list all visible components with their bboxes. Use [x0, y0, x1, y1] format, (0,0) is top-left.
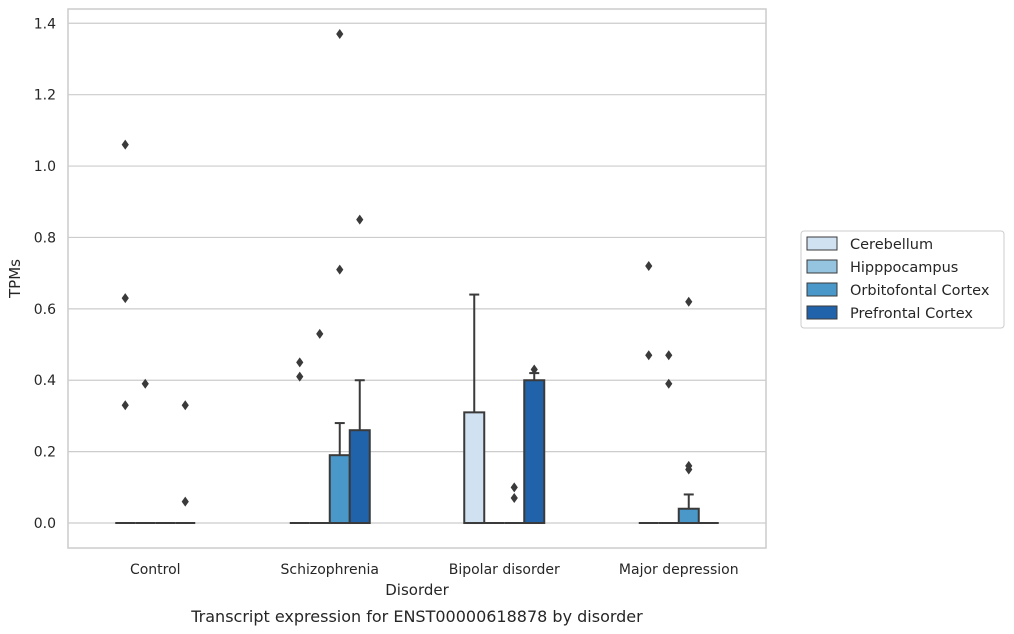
y-tick-label: 0.8	[34, 230, 56, 246]
outlier-point	[530, 364, 538, 375]
legend-swatch	[806, 305, 838, 320]
legend: Cerebellum Hipppocampus Orbitofontal Corte…	[800, 230, 1005, 329]
box	[463, 411, 486, 525]
outlier-point	[645, 261, 653, 272]
x-tick-label: Schizophrenia	[281, 562, 379, 578]
legend-frame	[800, 230, 1005, 329]
grid-lines	[68, 22, 766, 524]
box-group	[348, 214, 371, 525]
box-group	[463, 293, 486, 525]
y-axis-ticks: 0.0 0.2 0.4 0.6 0.8 1.0 1.2 1.4	[34, 16, 56, 532]
outlier-point	[665, 350, 673, 361]
chart-caption: Transcript expression for ENST0000061887…	[190, 607, 643, 626]
legend-swatch	[806, 259, 838, 274]
outlier-point	[510, 493, 518, 504]
legend-label: Prefrontal Cortex	[850, 306, 973, 322]
x-tick-label: Bipolar disorder	[449, 562, 560, 578]
legend-swatch	[806, 282, 838, 297]
y-axis-title: TPMs	[6, 259, 24, 299]
box-group	[638, 261, 659, 525]
outlier-point	[316, 328, 324, 339]
y-tick-label: 0.2	[34, 445, 56, 461]
outlier-point	[336, 28, 344, 39]
box-group	[289, 357, 310, 525]
x-tick-label: Major depression	[619, 562, 739, 578]
box	[677, 507, 700, 525]
outlier-point	[296, 371, 304, 382]
box-group	[135, 378, 156, 525]
box-group	[658, 350, 679, 525]
outlier-point	[181, 496, 189, 507]
y-tick-label: 1.2	[34, 88, 56, 104]
x-axis-title: Disorder	[385, 581, 449, 599]
outlier-point	[645, 350, 653, 361]
legend-label: Cerebellum	[850, 237, 933, 253]
outlier-point	[510, 482, 518, 493]
outlier-point	[356, 214, 364, 225]
outlier-point	[121, 400, 129, 411]
outlier-point	[121, 293, 129, 304]
box-group	[115, 139, 136, 525]
box	[348, 429, 371, 525]
y-tick-label: 0.6	[34, 302, 56, 318]
box-group	[504, 482, 525, 525]
outlier-point	[685, 464, 693, 475]
outlier-point	[296, 357, 304, 368]
legend-label: Orbitofontal Cortex	[850, 283, 990, 299]
y-tick-label: 0.4	[34, 373, 56, 389]
box-group	[328, 28, 351, 525]
legend-swatch	[806, 236, 838, 251]
outlier-point	[121, 139, 129, 150]
box-group	[677, 296, 700, 525]
outlier-point	[665, 378, 673, 389]
outlier-point	[141, 378, 149, 389]
box	[328, 454, 351, 525]
outlier-point	[181, 400, 189, 411]
legend-label: Hipppocampus	[850, 260, 958, 276]
box	[523, 379, 546, 525]
y-tick-label: 1.0	[34, 159, 56, 175]
box-series	[115, 28, 719, 525]
y-tick-label: 1.4	[34, 16, 56, 32]
outlier-point	[685, 296, 693, 307]
box-group	[175, 400, 196, 525]
box-group	[523, 364, 546, 525]
box-group	[309, 328, 330, 525]
plot-area	[67, 8, 767, 549]
x-axis-ticks: Control Schizophrenia Bipolar disorder Majo…	[130, 562, 739, 578]
x-tick-label: Control	[130, 562, 181, 578]
y-tick-label: 0.0	[34, 516, 56, 532]
plot-frame	[67, 8, 767, 549]
outlier-point	[336, 264, 344, 275]
